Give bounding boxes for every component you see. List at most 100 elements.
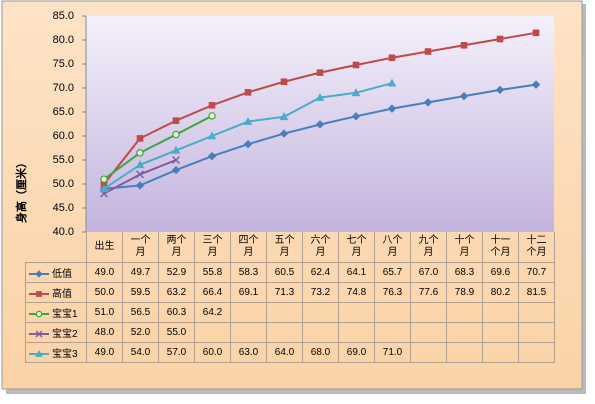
data-label: 63.2 [166,286,187,298]
data-label: 71.3 [274,286,295,298]
marker [351,112,361,121]
table-cell: 69.6 [482,261,519,283]
legend-cell: 宝宝2 [25,321,87,343]
marker [279,112,289,121]
data-label: 80.2 [490,286,511,298]
marker [36,290,42,297]
marker [171,145,181,154]
marker [495,85,505,95]
table-cell: 66.4 [194,281,231,303]
data-label: 62.4 [310,266,331,278]
marker [531,80,541,89]
table-cell [446,341,483,363]
table-cell [194,321,231,343]
marker [172,117,180,124]
y-tick-label: 70.0 [53,82,74,94]
data-label: 55.0 [166,326,187,338]
table-cell [266,301,303,323]
table-cell [266,321,303,343]
x-tick-label: 十一个月 [482,232,519,263]
corner [25,232,87,262]
table-cell [374,321,411,343]
data-label: 50.0 [94,286,115,298]
marker [208,112,216,120]
table-cell [374,301,411,323]
data-label: 69.1 [238,286,259,298]
marker [280,78,288,86]
x-tick-label: 三个月 [194,232,231,263]
marker [351,88,361,97]
table-cell: 63.2 [158,281,195,303]
x-tick-label: 十二个月 [518,232,555,263]
table-cell: 64.0 [266,341,303,363]
y-tick-label: 45.0 [53,202,74,214]
marker [135,160,145,169]
marker [352,61,360,69]
table-cell: 54.0 [122,341,159,363]
data-label: 64.2 [202,306,223,318]
data-label: 73.2 [310,286,331,298]
table-cell: 81.5 [518,281,555,303]
table-cell [518,301,555,323]
data-label: 64.0 [274,346,295,358]
legend-label: 低值 [52,268,72,280]
marker [423,98,433,107]
table-cell [410,321,447,343]
table-cell: 71.0 [374,341,411,363]
data-label: 58.3 [238,266,259,278]
table-cell: 65.7 [374,261,411,283]
legend-cell: 高值 [25,281,87,303]
legend-cell: 低值 [25,261,87,283]
x-tick-label: 七个月 [338,232,375,263]
data-label: 69.0 [346,346,367,358]
data-label: 81.5 [526,286,547,298]
y-tick-label: 80.0 [53,34,74,46]
table-cell: 60.3 [158,301,195,323]
data-label: 49.0 [94,346,115,358]
table-cell: 80.2 [482,281,519,303]
table-cell: 57.0 [158,341,195,363]
marker [460,41,468,49]
table-cell: 68.3 [446,261,483,283]
x-tick-label: 八个月 [374,232,411,263]
marker [35,270,43,278]
data-label: 49.0 [94,266,115,278]
marker [171,155,181,165]
marker [99,184,109,193]
table-cell [338,321,375,343]
legend-cell: 宝宝1 [25,301,87,323]
table-row: 宝宝3 49.0 54.0 57.0 60.0 63.0 64.0 68.0 69.0 71.0 [25,341,555,363]
table-cell [230,301,267,323]
table-cell: 55.0 [158,321,195,343]
marker [135,170,145,179]
table-cell: 58.3 [230,261,267,283]
table-row: 低值 49.0 49.7 52.9 55.8 58.3 60.5 62.4 64.1 65.7 67… [25,261,555,283]
marker [387,104,397,113]
x-tick-label: 六个月 [302,232,339,263]
table-cell: 62.4 [302,261,339,283]
table-cell: 64.1 [338,261,375,283]
marker [135,181,145,190]
x-tick-label: 十个月 [446,232,483,263]
marker [316,69,324,76]
table-cell: 52.0 [122,321,159,343]
table-cell [482,341,519,363]
data-label: 60.5 [274,266,295,278]
marker [496,35,504,43]
legend-label: 宝宝1 [52,308,78,320]
data-label: 66.4 [202,286,223,298]
y-tick-label: 75.0 [53,58,74,70]
marker [459,91,469,101]
table-cell: 67.0 [410,261,447,283]
table-row: 宝宝2 48.0 52.0 55.0 [25,321,555,343]
marker [532,29,540,37]
table-cell: 52.9 [158,261,195,283]
marker [208,101,216,109]
table-cell: 78.9 [446,281,483,303]
table-cell [302,321,339,343]
marker [100,175,108,183]
data-label: 60.3 [166,306,187,318]
data-label: 78.9 [454,286,475,298]
y-tick-label: 50.0 [53,178,74,190]
